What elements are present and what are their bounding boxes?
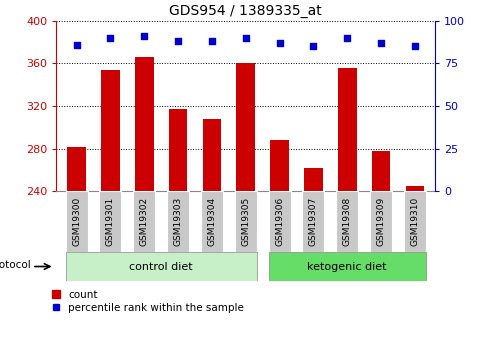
- Bar: [99, 191, 121, 252]
- Text: GSM19307: GSM19307: [308, 197, 317, 246]
- Point: [343, 35, 350, 41]
- Bar: [135, 57, 153, 191]
- Bar: [268, 191, 290, 252]
- Point: [106, 35, 114, 41]
- Point: [309, 43, 317, 49]
- Point: [275, 40, 283, 46]
- Point: [73, 42, 81, 47]
- Text: protocol: protocol: [0, 260, 31, 270]
- Point: [207, 38, 215, 44]
- Bar: [167, 191, 189, 252]
- Bar: [67, 147, 86, 191]
- Legend: count, percentile rank within the sample: count, percentile rank within the sample: [52, 290, 244, 313]
- Point: [376, 40, 384, 46]
- Text: GSM19303: GSM19303: [173, 197, 182, 246]
- Bar: [65, 191, 87, 252]
- Text: GSM19301: GSM19301: [106, 197, 115, 246]
- Bar: [168, 109, 187, 191]
- Text: GSM19306: GSM19306: [274, 197, 284, 246]
- Bar: [270, 140, 288, 191]
- Text: GSM19300: GSM19300: [72, 197, 81, 246]
- Bar: [202, 119, 221, 191]
- Text: ketogenic diet: ketogenic diet: [307, 262, 386, 272]
- Text: GSM19305: GSM19305: [241, 197, 250, 246]
- Bar: [405, 186, 424, 191]
- Point: [174, 38, 182, 44]
- Point: [241, 35, 249, 41]
- Text: GSM19304: GSM19304: [207, 197, 216, 246]
- Bar: [236, 63, 255, 191]
- Bar: [234, 191, 256, 252]
- Bar: [369, 191, 391, 252]
- Bar: [133, 191, 155, 252]
- Text: control diet: control diet: [129, 262, 193, 272]
- Text: GSM19309: GSM19309: [376, 197, 385, 246]
- Bar: [201, 191, 223, 252]
- Bar: [337, 68, 356, 191]
- Bar: [268, 252, 425, 281]
- Text: GSM19302: GSM19302: [140, 197, 148, 246]
- Bar: [65, 252, 256, 281]
- Bar: [304, 168, 322, 191]
- Title: GDS954 / 1389335_at: GDS954 / 1389335_at: [169, 4, 322, 18]
- Bar: [403, 191, 425, 252]
- Bar: [336, 191, 358, 252]
- Text: GSM19310: GSM19310: [409, 197, 419, 246]
- Point: [410, 43, 418, 49]
- Bar: [101, 70, 120, 191]
- Bar: [371, 151, 389, 191]
- Point: [140, 33, 148, 39]
- Bar: [302, 191, 324, 252]
- Text: GSM19308: GSM19308: [342, 197, 351, 246]
